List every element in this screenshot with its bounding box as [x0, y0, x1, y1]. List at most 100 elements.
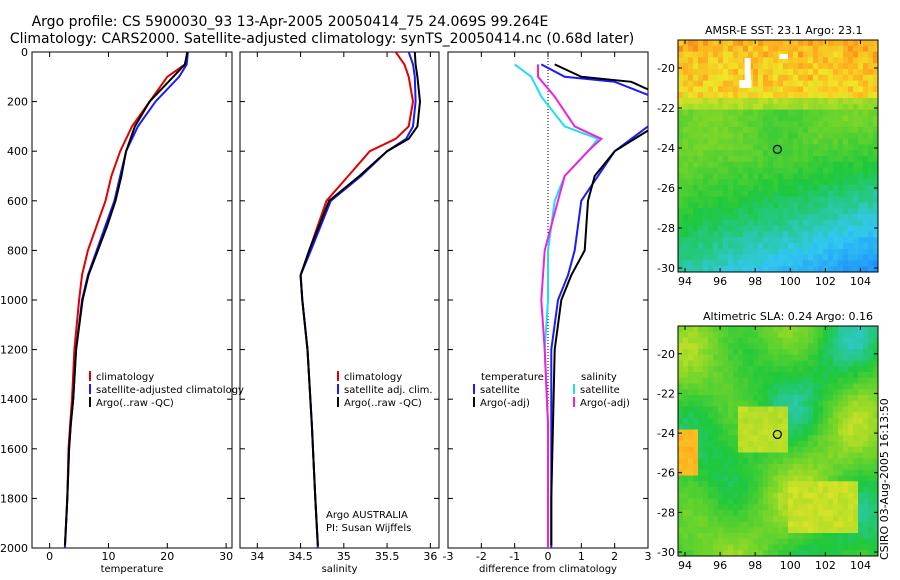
- map-cell: [783, 248, 789, 255]
- map-cell: [683, 51, 689, 58]
- map-cell: [708, 492, 714, 499]
- map-cell: [873, 208, 879, 215]
- map-cell: [713, 243, 719, 250]
- map-cell: [723, 51, 729, 58]
- map-cell: [868, 266, 874, 273]
- map-cell: [873, 150, 879, 157]
- map-cell: [808, 435, 814, 442]
- map-cell: [808, 69, 814, 76]
- map-cell: [848, 202, 854, 209]
- map-data-gap: [779, 54, 785, 59]
- map-cell: [768, 219, 774, 226]
- map-cell: [838, 550, 844, 557]
- map-cell: [723, 446, 729, 453]
- map-cell: [763, 74, 769, 81]
- map-cell: [838, 80, 844, 87]
- map-cell: [758, 260, 764, 267]
- map-cell: [818, 423, 824, 430]
- map-cell: [718, 254, 724, 261]
- map-cell: [753, 521, 759, 528]
- map-cell: [703, 458, 709, 465]
- map-cell: [693, 115, 699, 122]
- map-cell: [748, 179, 754, 186]
- map-cell: [778, 179, 784, 186]
- map-cell: [798, 237, 804, 244]
- map-cell: [753, 395, 759, 402]
- map-cell: [723, 510, 729, 517]
- map-cell: [803, 127, 809, 134]
- map-cell: [683, 237, 689, 244]
- map-cell: [808, 179, 814, 186]
- timestamp-stamp: CSIRO 03-Aug-2005 16:13:50: [878, 398, 891, 560]
- map-cell: [723, 331, 729, 338]
- map-cell: [748, 366, 754, 373]
- map-cell: [783, 208, 789, 215]
- map-cell: [873, 515, 879, 522]
- map-cell: [773, 354, 779, 361]
- map-cell: [678, 435, 684, 442]
- map-cell: [798, 538, 804, 545]
- map-cell: [683, 185, 689, 192]
- map-cell: [808, 487, 814, 494]
- map-cell: [823, 544, 829, 551]
- map-cell: [848, 510, 854, 517]
- map-cell: [763, 389, 769, 396]
- map-cell: [803, 326, 809, 333]
- map-cell: [738, 69, 744, 76]
- map-cell: [698, 254, 704, 261]
- map-cell: [848, 45, 854, 52]
- map-cell: [788, 219, 794, 226]
- map-cell: [843, 538, 849, 545]
- map-cell: [798, 429, 804, 436]
- map-cell: [758, 167, 764, 174]
- map-cell: [738, 138, 744, 145]
- map-cell: [823, 406, 829, 413]
- map-cell: [868, 260, 874, 267]
- map-cell: [783, 492, 789, 499]
- map-cell: [858, 150, 864, 157]
- map-cell: [773, 538, 779, 545]
- map-cell: [828, 349, 834, 356]
- map-cell: [758, 80, 764, 87]
- map-cell: [703, 383, 709, 390]
- map-cell: [708, 266, 714, 273]
- map-cell: [768, 366, 774, 373]
- map-cell: [813, 243, 819, 250]
- map-cell: [808, 406, 814, 413]
- map-cell: [768, 243, 774, 250]
- map-cell: [723, 481, 729, 488]
- map-cell: [838, 464, 844, 471]
- map-cell: [738, 538, 744, 545]
- map-cell: [738, 248, 744, 255]
- map-cell: [783, 533, 789, 540]
- map-cell: [863, 231, 869, 238]
- map-cell: [853, 389, 859, 396]
- map-cell: [723, 208, 729, 215]
- map-cell: [728, 260, 734, 267]
- map-cell: [773, 343, 779, 350]
- map-cell: [778, 266, 784, 273]
- map-cell: [748, 406, 754, 413]
- map-cell: [783, 458, 789, 465]
- map-cell: [798, 132, 804, 139]
- map-cell: [833, 185, 839, 192]
- map-cell: [698, 372, 704, 379]
- map-cell: [788, 383, 794, 390]
- map-cell: [788, 92, 794, 99]
- map-cell: [793, 138, 799, 145]
- map-cell: [853, 127, 859, 134]
- map-cell: [843, 57, 849, 64]
- map-cell: [783, 366, 789, 373]
- map-cell: [678, 225, 684, 232]
- map-cell: [788, 138, 794, 145]
- map-cell: [753, 254, 759, 261]
- map-cell: [728, 360, 734, 367]
- map-cell: [748, 487, 754, 494]
- map-cell: [868, 469, 874, 476]
- map-cell: [823, 109, 829, 116]
- map-cell: [728, 377, 734, 384]
- map-cell: [733, 435, 739, 442]
- map-cell: [803, 109, 809, 116]
- map-cell: [788, 45, 794, 52]
- map-cell: [733, 185, 739, 192]
